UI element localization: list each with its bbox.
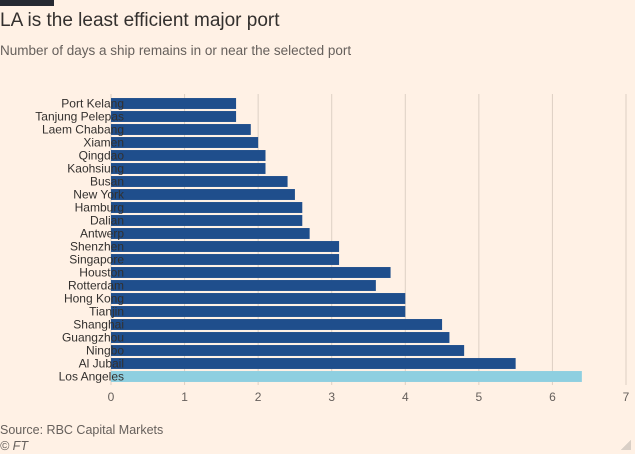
bar-qingdao bbox=[111, 150, 266, 161]
category-label: Kaohsiung bbox=[67, 162, 124, 176]
bar-port-kelang bbox=[111, 98, 237, 109]
category-label: Busan bbox=[90, 175, 124, 189]
source-note: Source: RBC Capital Markets bbox=[0, 423, 164, 437]
category-label: Xiamen bbox=[83, 136, 124, 150]
category-label: Al Jubail bbox=[79, 357, 124, 371]
category-label: New York bbox=[73, 188, 125, 202]
ft-credit: © FT bbox=[0, 439, 28, 453]
bar-laem-chabang bbox=[111, 124, 251, 135]
bar-guangzhou bbox=[111, 332, 450, 343]
category-label: Port Kelang bbox=[61, 97, 124, 111]
x-tick-label: 2 bbox=[255, 390, 262, 404]
bar-busan bbox=[111, 176, 288, 187]
category-label: Los Angeles bbox=[59, 370, 124, 384]
chart-title: LA is the least efficient major port bbox=[0, 10, 280, 31]
bar-ningbo bbox=[111, 345, 465, 356]
category-label: Dalian bbox=[90, 214, 124, 228]
bar-tianjin bbox=[111, 306, 406, 317]
bar-shanghai bbox=[111, 319, 443, 330]
category-label: Houston bbox=[79, 266, 124, 280]
x-axis-ticks: 0 1 2 3 4 5 6 7 bbox=[108, 390, 630, 404]
bar-rotterdam bbox=[111, 280, 376, 291]
bar-hamburg bbox=[111, 202, 303, 213]
bar-tanjung-pelepas bbox=[111, 111, 237, 122]
category-label: Shenzhen bbox=[70, 240, 124, 254]
category-label: Shanghai bbox=[73, 318, 124, 332]
category-label: Tianjin bbox=[89, 305, 124, 319]
x-tick-label: 1 bbox=[181, 390, 188, 404]
x-tick-label: 3 bbox=[328, 390, 335, 404]
x-tick-label: 6 bbox=[549, 390, 556, 404]
category-label: Hong Kong bbox=[64, 292, 124, 306]
category-label: Tanjung Pelepas bbox=[35, 110, 124, 124]
x-tick-label: 0 bbox=[108, 390, 115, 404]
category-label: Ningbo bbox=[86, 344, 124, 358]
x-tick-label: 4 bbox=[402, 390, 409, 404]
x-tick-label: 7 bbox=[623, 390, 630, 404]
category-label: Antwerp bbox=[80, 227, 124, 241]
bar-new-york bbox=[111, 189, 295, 200]
bar-xiamen bbox=[111, 137, 259, 148]
x-tick-label: 5 bbox=[476, 390, 483, 404]
bar-al-jubail bbox=[111, 358, 516, 369]
bar-houston bbox=[111, 267, 391, 278]
bar-shenzhen bbox=[111, 241, 340, 252]
bar-los-angeles bbox=[111, 371, 582, 382]
category-label: Hamburg bbox=[75, 201, 124, 215]
bar-dalian bbox=[111, 215, 303, 226]
bar-hong-kong bbox=[111, 293, 406, 304]
category-label: Guangzhou bbox=[62, 331, 124, 345]
resize-handle-icon[interactable] bbox=[621, 440, 631, 450]
category-label: Rotterdam bbox=[68, 279, 124, 293]
bar-antwerp bbox=[111, 228, 310, 239]
bar-kaohsiung bbox=[111, 163, 266, 174]
category-label: Qingdao bbox=[79, 149, 125, 163]
chart-subtitle: Number of days a ship remains in or near… bbox=[0, 43, 352, 58]
bars bbox=[111, 98, 582, 382]
ft-top-rule bbox=[0, 0, 54, 6]
category-label: Laem Chabang bbox=[42, 123, 124, 137]
category-label: Singapore bbox=[69, 253, 124, 267]
bar-singapore bbox=[111, 254, 340, 265]
